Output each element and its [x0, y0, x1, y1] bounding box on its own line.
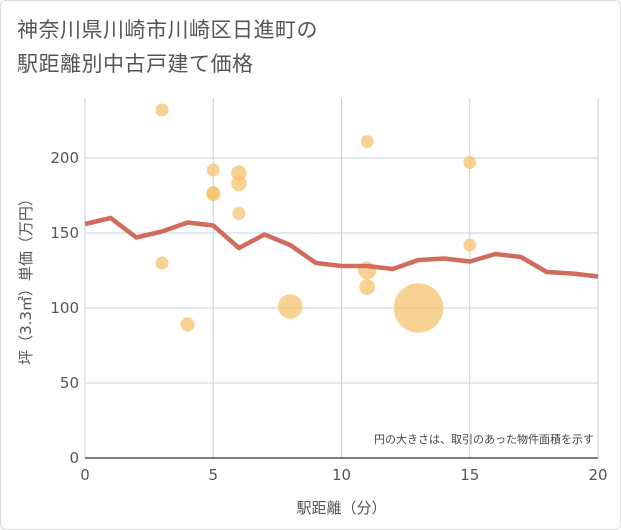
y-tick-label-200: 200	[50, 149, 79, 167]
x-tick-label-0: 0	[80, 466, 90, 484]
data-point-1	[155, 103, 169, 117]
data-point-16	[463, 238, 477, 252]
data-point-8	[231, 175, 247, 192]
chart-title-line-2: 駅距離別中古戸建て価格	[17, 52, 254, 76]
y-tick-label-100: 100	[50, 299, 79, 317]
scatter-points	[155, 103, 477, 333]
data-point-13	[359, 279, 375, 295]
size-annotation: 円の大きさは、取引のあった物件面積を示す	[374, 432, 594, 446]
data-point-6	[206, 186, 220, 199]
axis-ticks: 0 50 100 150 200 0 5 10 15 20	[50, 149, 607, 484]
x-tick-label-20: 20	[588, 466, 607, 484]
chart-title: 神奈川県川崎市川崎区日進町の 駅距離別中古戸建て価格	[17, 13, 318, 81]
y-axis-title: 坪（3.3㎡）単価（万円）	[17, 191, 35, 365]
y-tick-label-50: 50	[60, 374, 79, 392]
data-point-2	[155, 256, 169, 270]
x-tick-label-15: 15	[460, 466, 479, 484]
data-point-11	[360, 135, 374, 148]
chart-title-line-1: 神奈川県川崎市川崎区日進町の	[17, 18, 318, 42]
data-point-10	[277, 294, 303, 319]
data-point-15	[463, 156, 477, 169]
data-point-4	[206, 163, 220, 177]
data-point-14	[393, 283, 444, 333]
data-point-9	[232, 207, 246, 220]
average-price-line	[84, 215, 599, 279]
x-tick-label-5: 5	[208, 466, 218, 484]
data-point-3	[180, 317, 195, 332]
x-axis-title: 駅距離（分）	[296, 499, 386, 517]
y-tick-label-150: 150	[50, 224, 79, 242]
x-tick-label-10: 10	[332, 466, 351, 484]
y-tick-label-0: 0	[69, 449, 79, 467]
grid-lines	[84, 98, 599, 459]
trend-line-layer	[84, 215, 599, 279]
